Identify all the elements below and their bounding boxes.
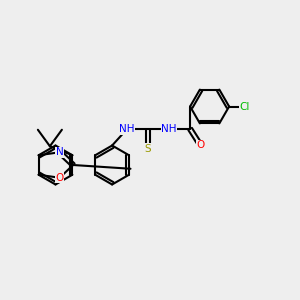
Text: Cl: Cl [239, 101, 250, 112]
Text: NH: NH [119, 124, 135, 134]
Text: S: S [145, 143, 152, 154]
Text: O: O [196, 140, 205, 151]
Text: N: N [56, 147, 64, 157]
Text: NH: NH [161, 124, 177, 134]
Text: O: O [56, 173, 64, 183]
